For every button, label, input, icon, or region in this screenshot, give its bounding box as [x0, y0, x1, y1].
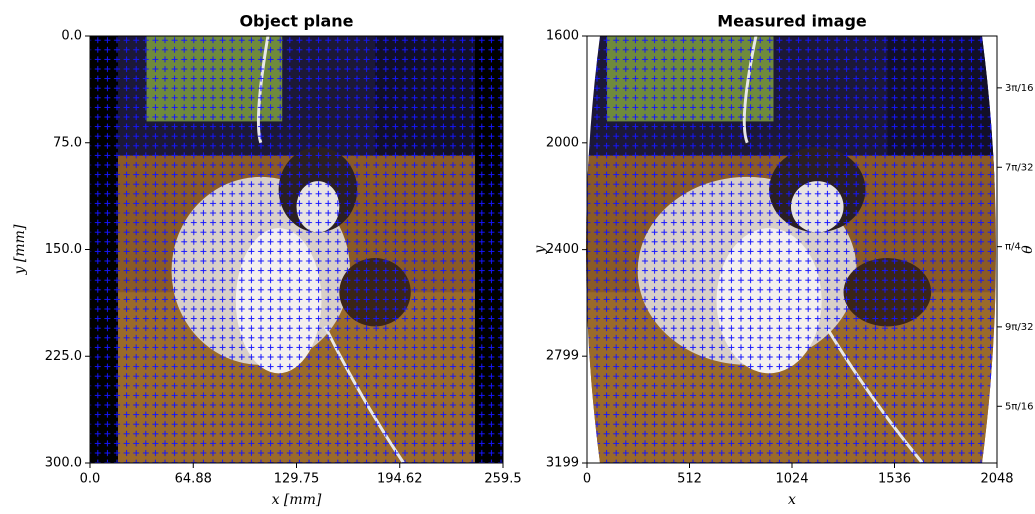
photo: [70, 36, 523, 463]
x-tick-label: 0.0: [80, 472, 101, 487]
y-tick-label: 75.0: [53, 135, 82, 150]
y-tick-label: 2799: [546, 349, 579, 364]
y2-tick-label: 5π/16: [1005, 401, 1033, 412]
y-axis-label: y [mm]: [12, 224, 28, 275]
y2-axis-label: θ: [1020, 245, 1035, 254]
panel-title: Object plane: [239, 12, 353, 31]
y-tick-label: 1600: [546, 29, 579, 44]
y-tick-label: 300.0: [45, 456, 82, 471]
y-tick-label: 3199: [546, 456, 579, 471]
y2-tick-label: 7π/32: [1005, 162, 1033, 173]
x-tick-label: 259.5: [484, 472, 521, 487]
x-tick-label: 64.88: [175, 472, 212, 487]
marker-grid: [567, 36, 1017, 463]
figure: Object plane x [mm] y [mm] 0.0 64.88 129.75 19…: [0, 0, 1035, 514]
y-tick-label: 225.0: [45, 349, 82, 364]
photo: [567, 36, 1017, 463]
x-tick-label: 0: [583, 472, 591, 487]
y-tick-label: 2000: [546, 135, 579, 150]
y2-tick-label: 9π/32: [1005, 322, 1033, 333]
y-tick-label: 150.0: [45, 242, 82, 257]
y-tick-label: 0.0: [61, 29, 82, 44]
x-axis-label: x [mm]: [272, 492, 322, 508]
x-tick-label: 1024: [775, 472, 808, 487]
x-tick-label: 1536: [878, 472, 911, 487]
y-tick-label: 2400: [546, 242, 579, 257]
y2-tick-label: 3π/16: [1005, 83, 1033, 94]
x-tick-label: 512: [677, 472, 702, 487]
x-tick-label: 129.75: [274, 472, 320, 487]
x-tick-label: 2048: [980, 472, 1013, 487]
marker-grid: [70, 36, 523, 463]
x-tick-label: 194.62: [377, 472, 423, 487]
y2-tick-label: π/4: [1005, 242, 1021, 253]
panel-title: Measured image: [717, 12, 867, 31]
x-axis-label: x: [788, 492, 796, 508]
panel: Object plane x [mm] y [mm] 0.0 64.88 129.75 19…: [12, 12, 523, 509]
